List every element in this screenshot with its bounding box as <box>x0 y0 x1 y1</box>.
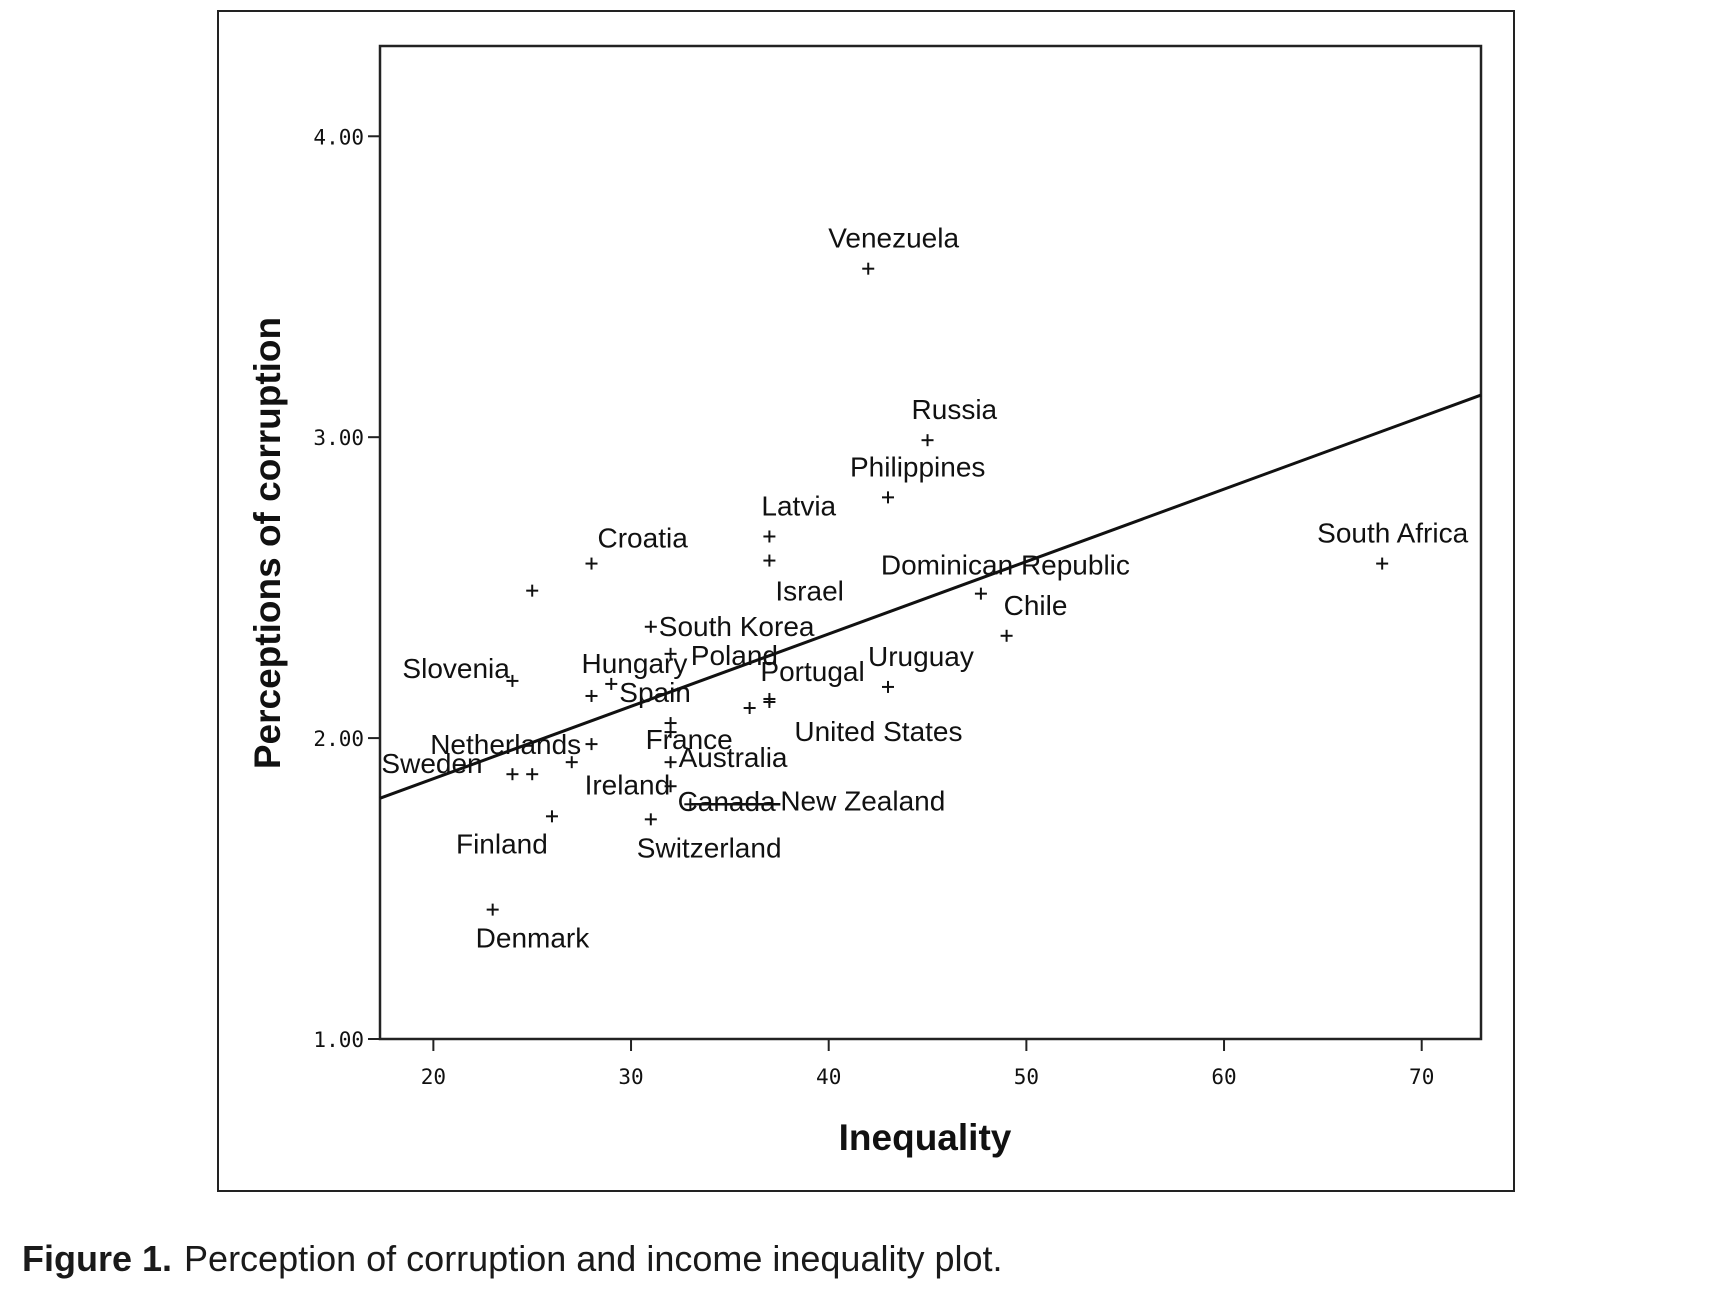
data-point <box>506 768 519 781</box>
point-label: Portugal <box>760 656 864 687</box>
point-label: Russia <box>912 394 998 425</box>
data-point <box>526 768 539 781</box>
data-point <box>565 756 578 769</box>
x-axis-title: Inequality <box>839 1117 1012 1158</box>
data-point <box>605 677 618 690</box>
point-label: Finland <box>456 828 548 859</box>
data-point <box>974 587 987 600</box>
point-labels-layer: Venezuela Russia Philippines Latvia Israel So… <box>381 223 1468 954</box>
x-tick-label: 30 <box>618 1065 643 1089</box>
plot-area <box>378 44 1483 1041</box>
data-point <box>763 695 776 708</box>
data-point <box>743 702 756 714</box>
data-point <box>545 810 558 823</box>
point-label: Canada <box>678 786 777 817</box>
point-label: Sweden <box>381 748 482 779</box>
data-point <box>506 674 519 687</box>
x-tick-label: 20 <box>421 1065 446 1089</box>
caption-text: Perception of corruption and income ineq… <box>184 1238 1003 1279</box>
data-point <box>585 557 598 570</box>
point-label: Latvia <box>761 490 836 521</box>
point-label: United States <box>794 716 962 747</box>
data-point <box>486 903 499 916</box>
y-axis-title: Perceptions of corruption <box>247 317 288 769</box>
x-tick-label: 70 <box>1409 1065 1434 1089</box>
caption-label: Figure 1. <box>22 1238 173 1279</box>
fit-line-layer <box>379 393 1482 800</box>
y-tick-label: 2.00 <box>313 727 364 751</box>
x-tick-label: 60 <box>1211 1065 1236 1089</box>
fit-line <box>379 393 1482 800</box>
point-label: Israel <box>775 576 843 607</box>
data-point <box>882 491 895 504</box>
x-tick-label: 50 <box>1014 1065 1039 1089</box>
point-label: France <box>646 724 733 755</box>
point-label: Croatia <box>598 523 689 554</box>
point-label: Switzerland <box>637 832 782 863</box>
point-label: Ireland <box>585 770 671 801</box>
point-label: Slovenia <box>402 653 510 684</box>
point-label: Poland <box>691 640 778 671</box>
point-label: Netherlands <box>430 729 581 760</box>
data-point <box>664 780 677 793</box>
point-label: Australia <box>679 742 788 773</box>
point-label: South Africa <box>1317 518 1468 549</box>
data-point <box>585 689 598 702</box>
point-label: Dominican Republic <box>881 550 1130 581</box>
axes: 20 30 40 50 60 70 1.00 2.00 3.00 4.00 <box>313 125 1434 1089</box>
y-tick-label: 4.00 <box>313 125 364 149</box>
data-point <box>585 738 598 751</box>
data-point <box>763 554 776 567</box>
data-point <box>862 262 875 275</box>
figure-caption: Figure 1. Perception of corruption and in… <box>22 1238 1003 1280</box>
data-point <box>664 756 677 769</box>
point-label: Denmark <box>476 923 591 954</box>
point-label: Spain <box>619 677 691 708</box>
data-point <box>664 726 677 739</box>
x-tick-label: 40 <box>816 1065 841 1089</box>
figure-frame <box>217 10 1515 1192</box>
points-layer <box>486 262 1389 916</box>
point-label: Uruguay <box>868 641 974 672</box>
data-point <box>882 680 895 693</box>
point-label: Hungary <box>582 648 688 679</box>
data-point <box>526 584 539 597</box>
point-label: Chile <box>1004 590 1068 621</box>
y-tick-label: 3.00 <box>313 426 364 450</box>
point-label: New Zealand <box>780 785 945 816</box>
data-point <box>644 813 657 826</box>
data-point <box>1376 557 1389 570</box>
data-point <box>644 620 657 633</box>
point-label: Philippines <box>850 451 985 482</box>
data-point <box>664 647 677 660</box>
data-point <box>1000 629 1013 642</box>
point-label: Venezuela <box>828 223 959 254</box>
data-point <box>763 530 776 543</box>
y-tick-label: 1.00 <box>313 1028 364 1052</box>
data-point <box>921 434 934 447</box>
point-label: South Korea <box>659 611 815 642</box>
